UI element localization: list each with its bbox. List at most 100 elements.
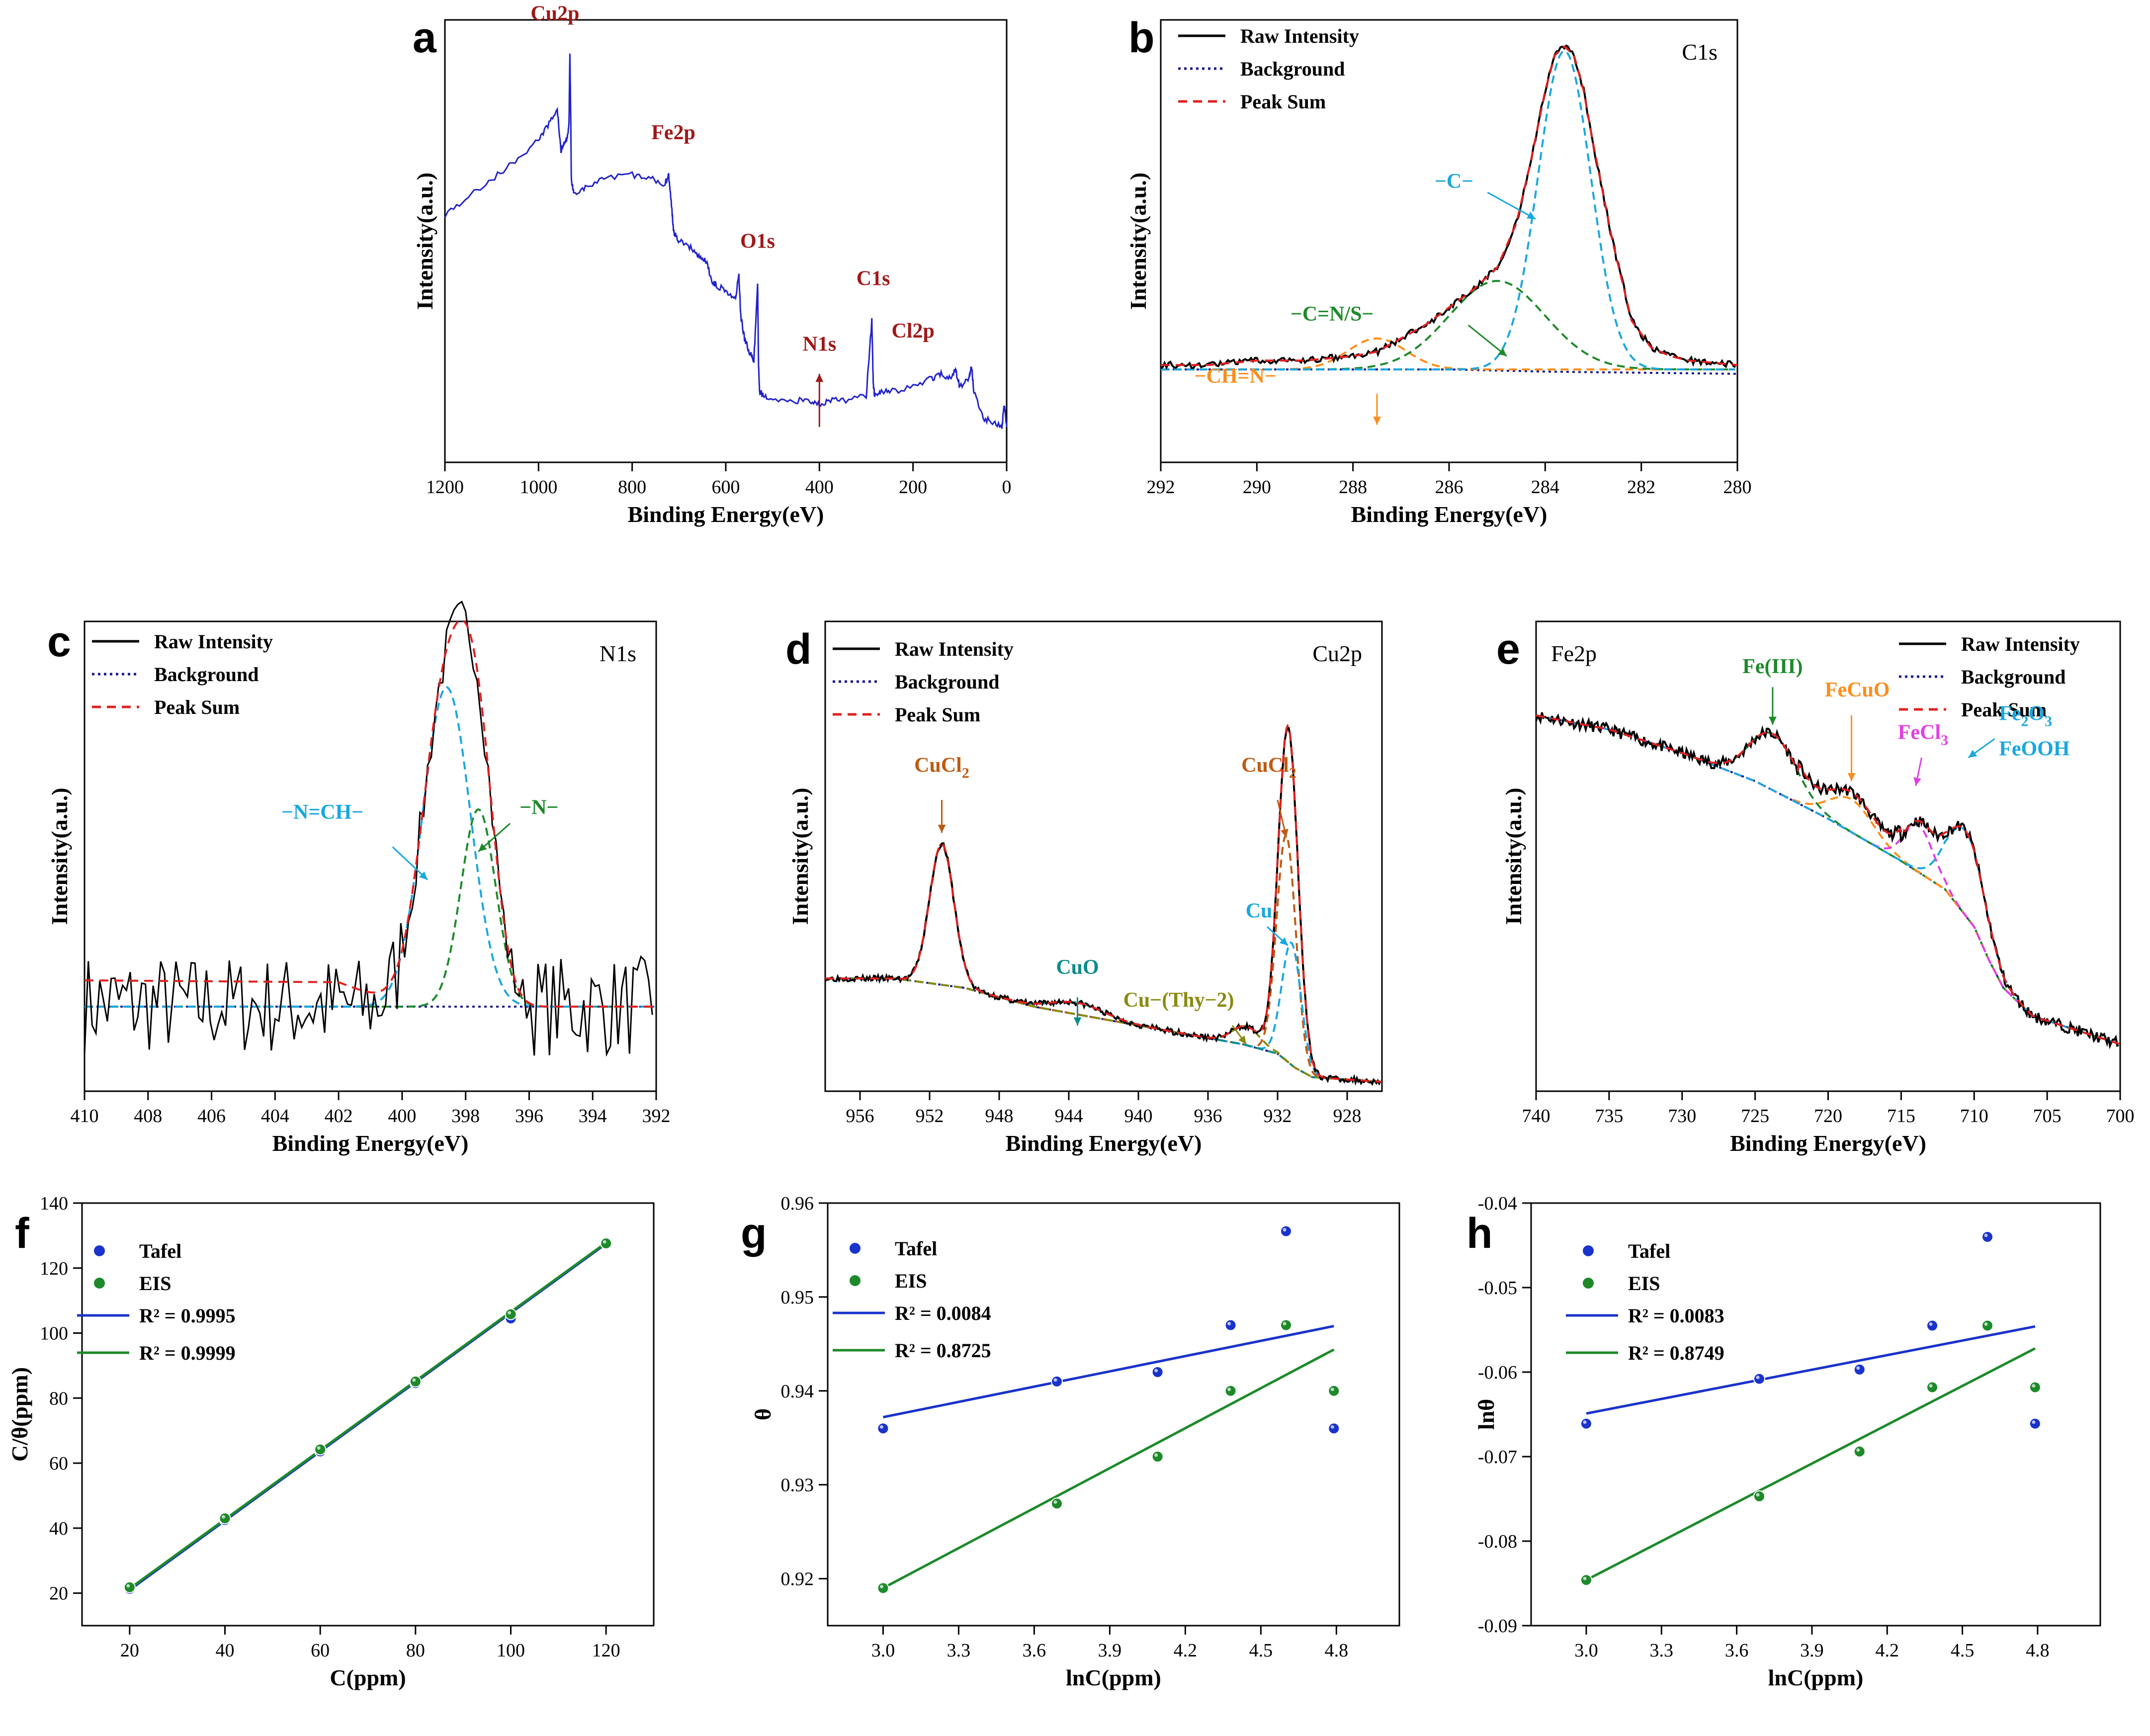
y-tick-label: 120 xyxy=(40,1258,68,1279)
arrow-head xyxy=(1498,348,1507,356)
y-axis-label: Intensity(a.u.) xyxy=(787,787,813,925)
x-tick-label: 292 xyxy=(1147,477,1175,498)
x-tick-label: 20 xyxy=(120,1640,139,1661)
background-line xyxy=(825,977,1382,1083)
data-point xyxy=(1224,1319,1237,1331)
peak-label: Cu2p xyxy=(530,2,579,25)
fit-line xyxy=(882,1324,1334,1419)
peak-label: O1s xyxy=(740,230,775,253)
legend-label: Background xyxy=(154,663,258,686)
data-point xyxy=(314,1443,327,1456)
point-highlight xyxy=(1756,1493,1760,1497)
data-point xyxy=(219,1512,231,1525)
core-level-label: C1s xyxy=(1682,39,1718,65)
point-highlight xyxy=(1856,1448,1860,1452)
peak-label: C1s xyxy=(857,267,890,290)
peak-annotation: Cu−(Thy−2) xyxy=(1123,989,1234,1012)
data-point xyxy=(1753,1490,1766,1502)
peak-annotation: −C=N/S− xyxy=(1290,303,1374,326)
plot-frame xyxy=(824,620,1383,1092)
panel-letter: f xyxy=(15,1210,29,1257)
data-point xyxy=(1926,1319,1939,1332)
panel-letter: c xyxy=(47,618,71,666)
data-point xyxy=(1580,1417,1592,1430)
data-point xyxy=(877,1422,889,1435)
plot-frame xyxy=(84,620,657,1092)
peak-annotation: Fe2O3 xyxy=(1999,702,2052,729)
x-tick-label: 394 xyxy=(579,1106,607,1127)
component-peak xyxy=(825,977,1382,1083)
fit-line xyxy=(1585,1347,2036,1581)
x-tick-label: 730 xyxy=(1668,1106,1696,1127)
arrow-head xyxy=(1373,417,1381,425)
legend-label: Peak Sum xyxy=(895,703,980,726)
x-tick-label: 956 xyxy=(846,1106,874,1127)
x-tick-label: 735 xyxy=(1595,1106,1623,1127)
panel-a: a Binding Energy(eV) Intensity(a.u.) 1200 10… xyxy=(412,2,1012,527)
arrow-head xyxy=(938,825,946,833)
x-tick-label: 1200 xyxy=(426,477,464,498)
x-tick-label: 3.6 xyxy=(1023,1640,1046,1661)
legend-marker xyxy=(94,1245,105,1256)
y-axis-label: Intensity(a.u.) xyxy=(47,787,72,925)
point-highlight xyxy=(1583,1420,1587,1424)
x-tick-label: 720 xyxy=(1814,1106,1842,1127)
legend-label: EIS xyxy=(1628,1272,1660,1295)
data-point xyxy=(1753,1373,1766,1385)
x-tick-label: 404 xyxy=(261,1106,289,1127)
arrow-head xyxy=(815,374,824,382)
panel-f: f C(ppm) C/θ(ppm) 20 40 60 80 100 120 20 40 60 80 100… xyxy=(7,1193,655,1690)
peak-annotation: Cu xyxy=(1246,899,1273,922)
point-highlight xyxy=(1856,1366,1860,1370)
point-highlight xyxy=(1984,1322,1988,1326)
y-tick-label: -0.04 xyxy=(1478,1193,1517,1214)
panel-b: b Binding Energy(eV) Intensity(a.u.) 292 290… xyxy=(1125,14,1752,527)
legend-label: Raw Intensity xyxy=(895,638,1014,660)
point-highlight xyxy=(2032,1420,2036,1424)
data-point xyxy=(1853,1445,1866,1458)
peak-annotation: −C− xyxy=(1435,170,1473,193)
y-tick-label: 0.96 xyxy=(781,1193,814,1214)
r-squared-label: R² = 0.0084 xyxy=(895,1302,991,1324)
point-highlight xyxy=(1756,1376,1760,1380)
peak-annotation: −CH=N− xyxy=(1195,365,1277,388)
y-tick-label: 140 xyxy=(40,1193,68,1214)
peak-annotation: −N=CH− xyxy=(281,801,363,824)
legend-label: Background xyxy=(895,671,999,693)
peak-annotation: FeCl3 xyxy=(1898,721,1948,748)
panel-c: c Binding Energy(eV) Intensity(a.u.) 410 408… xyxy=(47,601,671,1156)
x-tick-label: 948 xyxy=(985,1106,1014,1127)
y-axis-label: θ xyxy=(750,1408,775,1420)
data-point xyxy=(1051,1497,1063,1510)
x-tick-label: 4.8 xyxy=(2026,1640,2050,1661)
y-tick-label: -0.08 xyxy=(1478,1531,1517,1552)
data-point xyxy=(1981,1231,1994,1243)
component-peak xyxy=(85,808,655,1008)
x-tick-label: 710 xyxy=(1960,1106,1988,1127)
x-tick-label: 3.9 xyxy=(1800,1640,1824,1661)
data-point xyxy=(1328,1422,1340,1435)
legend-label: Background xyxy=(1961,666,2065,688)
legend-label: Raw Intensity xyxy=(1961,633,2080,655)
panel-e: e Binding Energy(eV) Intensity(a.u.) 740 735… xyxy=(1496,620,2135,1156)
peak-annotation: FeCuO xyxy=(1825,679,1890,701)
y-tick-label: -0.05 xyxy=(1478,1278,1517,1299)
r-squared-label: R² = 0.9999 xyxy=(139,1342,236,1364)
point-highlight xyxy=(1053,1500,1057,1504)
y-tick-label: 20 xyxy=(49,1583,68,1604)
data-point xyxy=(409,1375,422,1388)
x-tick-label: 402 xyxy=(325,1106,353,1127)
fit-line xyxy=(882,1348,1335,1589)
raw-intensity-line xyxy=(1535,712,2119,1049)
x-tick-label: 60 xyxy=(311,1640,330,1661)
background-line xyxy=(1536,714,2121,1045)
x-axis-label: Binding Energy(eV) xyxy=(1730,1130,1926,1156)
x-tick-label: 286 xyxy=(1435,477,1463,498)
x-axis-label: Binding Energy(eV) xyxy=(1006,1130,1202,1156)
x-tick-label: 0 xyxy=(1002,477,1012,498)
x-tick-label: 4.2 xyxy=(1174,1640,1198,1661)
arrow-head xyxy=(1968,750,1978,758)
point-highlight xyxy=(222,1515,225,1519)
data-point xyxy=(1280,1319,1292,1331)
legend-label: Tafel xyxy=(139,1240,181,1262)
